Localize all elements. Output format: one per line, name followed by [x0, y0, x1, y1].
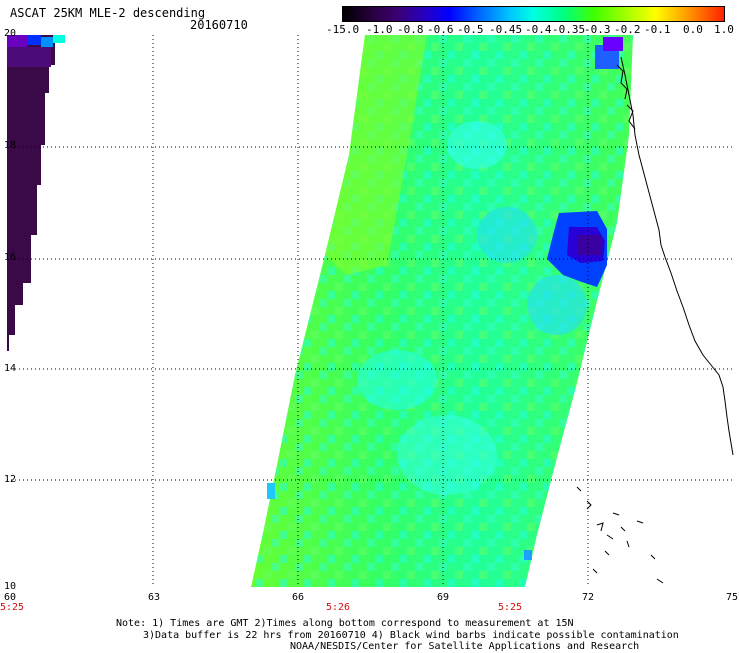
lat-label: 10 [4, 581, 17, 592]
lat-label: 18 [4, 140, 17, 151]
lon-label: 60 [4, 592, 17, 603]
storm-feature [547, 37, 623, 287]
lon-label: 69 [437, 592, 450, 603]
colorbar-label: -0.5 [457, 23, 484, 36]
colorbar-label: -1.0 [366, 23, 393, 36]
lon-label: 75 [726, 592, 739, 603]
lon-label: 72 [582, 592, 595, 603]
lat-label: 12 [4, 474, 17, 485]
footer-note-1: Note: 1) Times are GMT 2)Times along bot… [116, 618, 574, 629]
colorbar-labels: -15.0 -1.0 -0.8 -0.6 -0.5 -0.45 -0.4 -0.… [326, 24, 736, 36]
colorbar-label: -0.8 [397, 23, 424, 36]
colorbar-label: 0.0 [683, 23, 703, 36]
chart-title: ASCAT 25KM MLE-2 descending [10, 6, 206, 20]
coastline [576, 56, 734, 584]
colorbar-label: -0.35 [552, 23, 586, 36]
lat-label: 16 [4, 252, 17, 263]
colorbar-label: -0.4 [525, 23, 552, 36]
colorbar-label: -0.45 [489, 23, 523, 36]
wind-map [7, 35, 734, 587]
time-label: 5:25 [0, 602, 25, 613]
colorbar-label: -0.6 [427, 23, 454, 36]
lat-label: 14 [4, 363, 17, 374]
time-label: 5:26 [326, 602, 351, 613]
main-swath [251, 35, 633, 587]
lon-label: 66 [292, 592, 305, 603]
colorbar-label: -0.1 [644, 23, 671, 36]
colorbar-label: 1.0 [714, 23, 734, 36]
footer-credit: NOAA/NESDIS/Center for Satellite Applica… [290, 641, 640, 652]
time-label: 5:25 [498, 602, 523, 613]
grid [7, 35, 734, 587]
colorbar-label: -0.3 [584, 23, 611, 36]
lon-label: 63 [148, 592, 161, 603]
chart-date: 20160710 [190, 18, 248, 32]
colorbar-label: -15.0 [326, 23, 360, 36]
footer-note-2: 3)Data buffer is 22 hrs from 20160710 4)… [143, 630, 679, 641]
colorbar-label: -0.2 [614, 23, 641, 36]
lat-label: 20 [4, 28, 17, 39]
colorbar [342, 6, 725, 22]
left-swath [7, 35, 65, 351]
